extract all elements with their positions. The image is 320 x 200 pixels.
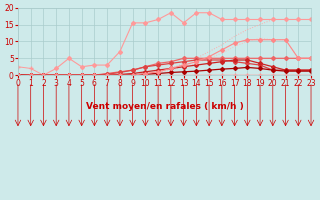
X-axis label: Vent moyen/en rafales ( km/h ): Vent moyen/en rafales ( km/h ) [86, 102, 244, 111]
